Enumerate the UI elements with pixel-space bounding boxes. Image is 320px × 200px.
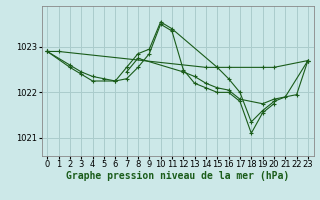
X-axis label: Graphe pression niveau de la mer (hPa): Graphe pression niveau de la mer (hPa) xyxy=(66,171,289,181)
